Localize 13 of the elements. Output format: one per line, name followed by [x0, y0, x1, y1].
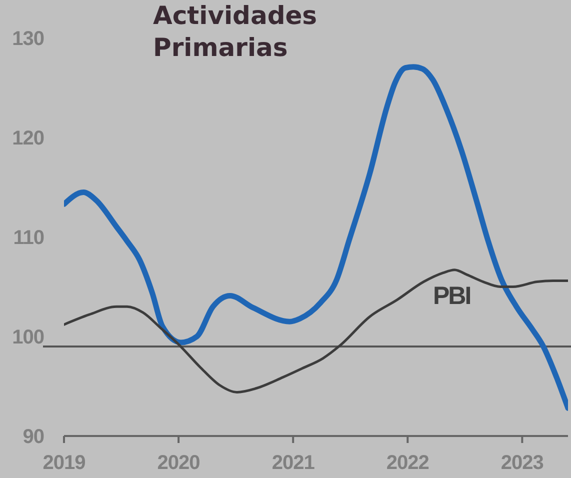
- y-tick-label: 110: [13, 227, 44, 250]
- x-tick-label: 2019: [42, 452, 86, 474]
- y-tick-label: 90: [22, 426, 44, 448]
- x-tick-label: 2022: [386, 452, 430, 474]
- series-label: PBI: [433, 282, 471, 310]
- x-tick-label: 2023: [500, 452, 544, 474]
- line-series: [64, 268, 568, 394]
- x-tick-label: 2021: [272, 452, 315, 474]
- y-tick-label: 130: [12, 28, 44, 50]
- y-tick-label: 100: [12, 326, 44, 349]
- chart-title: Actividades Primarias: [153, 0, 318, 64]
- x-tick-label: 2020: [157, 452, 200, 474]
- y-tick-label: 120: [12, 128, 44, 150]
